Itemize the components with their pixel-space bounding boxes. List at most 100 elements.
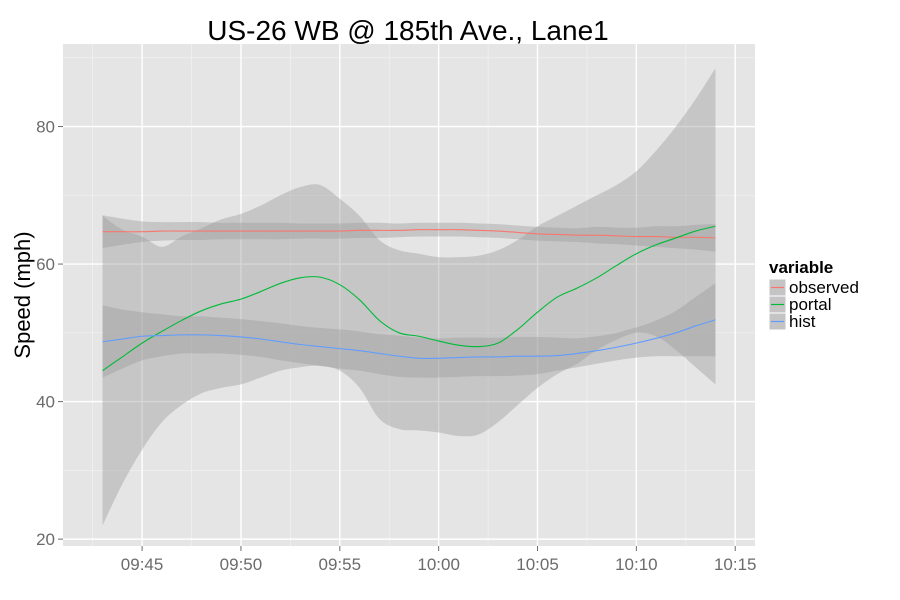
data-point-hist: [181, 334, 182, 335]
data-point-observed: [616, 235, 617, 236]
data-point-observed: [122, 231, 123, 232]
plot-panel: [63, 44, 755, 546]
data-point-hist: [260, 338, 261, 339]
data-point-observed: [478, 230, 479, 231]
confidence-band-hist: [102, 283, 716, 378]
data-point-portal: [379, 320, 380, 321]
data-point-observed: [221, 230, 222, 231]
data-point-observed: [300, 230, 301, 231]
data-point-hist: [596, 350, 597, 351]
data-point-observed: [557, 234, 558, 235]
x-tick-label: 10:15: [714, 555, 757, 574]
data-point-observed: [418, 229, 419, 230]
data-point-hist: [557, 355, 558, 356]
data-point-portal: [221, 303, 222, 304]
data-point-hist: [399, 356, 400, 357]
data-point-hist: [478, 356, 479, 357]
y-tick-label: 60: [36, 255, 55, 274]
data-point-portal: [280, 283, 281, 284]
data-point-portal: [300, 277, 301, 278]
data-point-hist: [240, 336, 241, 337]
data-point-portal: [260, 291, 261, 292]
data-point-portal: [497, 343, 498, 344]
x-tick-label: 09:45: [121, 555, 164, 574]
data-point-hist: [359, 350, 360, 351]
data-point-observed: [517, 232, 518, 233]
data-point-hist: [576, 353, 577, 354]
data-point-hist: [300, 344, 301, 345]
data-point-observed: [319, 230, 320, 231]
data-point-hist: [161, 335, 162, 336]
data-point-portal: [596, 277, 597, 278]
data-point-observed: [695, 237, 696, 238]
data-point-hist: [221, 335, 222, 336]
x-tick-label: 09:55: [319, 555, 362, 574]
data-point-observed: [656, 236, 657, 237]
data-point-hist: [636, 343, 637, 344]
data-point-hist: [319, 346, 320, 347]
data-point-observed: [141, 231, 142, 232]
data-point-hist: [141, 336, 142, 337]
data-point-portal: [240, 299, 241, 300]
data-point-hist: [517, 356, 518, 357]
confidence-band-portal: [102, 68, 716, 526]
grid-layer: [63, 44, 755, 546]
data-point-portal: [161, 331, 162, 332]
x-tick-label: 10:10: [615, 555, 658, 574]
data-point-portal: [517, 329, 518, 330]
x-tick-label: 10:00: [417, 555, 460, 574]
line-layer: [102, 225, 716, 372]
data-point-portal: [359, 299, 360, 300]
data-point-portal: [122, 356, 123, 357]
data-point-portal: [695, 230, 696, 231]
y-tick-label: 20: [36, 530, 55, 549]
data-point-observed: [399, 230, 400, 231]
data-point-observed: [537, 233, 538, 234]
data-point-hist: [458, 357, 459, 358]
data-point-observed: [636, 236, 637, 237]
series-line-observed: [102, 229, 716, 239]
chart-title: US-26 WB @ 185th Ave., Lane1: [207, 15, 608, 46]
data-point-observed: [102, 231, 103, 232]
data-point-portal: [399, 332, 400, 333]
data-point-hist: [616, 347, 617, 348]
y-axis-title: Speed (mph): [10, 231, 35, 358]
y-tick-label: 80: [36, 118, 55, 137]
axis-layer: 20 40 60 80 09:45 09:50 09:55 10:00 10:05 10:10 10…: [36, 118, 756, 574]
data-point-portal: [102, 370, 103, 371]
data-point-observed: [161, 230, 162, 231]
data-point-observed: [359, 230, 360, 231]
data-point-observed: [438, 229, 439, 230]
data-point-observed: [260, 230, 261, 231]
ribbon-layer: [102, 68, 716, 526]
data-point-observed: [715, 237, 716, 238]
legend-label-observed: observed: [789, 278, 859, 297]
confidence-band-observed: [102, 215, 716, 252]
data-point-portal: [438, 340, 439, 341]
y-tick-label: 40: [36, 393, 55, 412]
data-point-portal: [181, 320, 182, 321]
data-point-portal: [537, 312, 538, 313]
data-point-portal: [201, 310, 202, 311]
data-point-hist: [438, 358, 439, 359]
x-tick-label: 09:50: [220, 555, 263, 574]
data-point-portal: [319, 277, 320, 278]
data-point-portal: [675, 237, 676, 238]
data-point-hist: [695, 325, 696, 326]
data-point-hist: [675, 332, 676, 333]
data-point-portal: [557, 296, 558, 297]
data-point-hist: [418, 358, 419, 359]
data-point-observed: [201, 230, 202, 231]
data-point-portal: [715, 226, 716, 227]
series-line-hist: [102, 319, 716, 359]
data-point-portal: [458, 345, 459, 346]
data-point-hist: [102, 341, 103, 342]
data-point-observed: [379, 230, 380, 231]
data-point-hist: [122, 338, 123, 339]
data-point-hist: [201, 334, 202, 335]
x-tick-label: 10:05: [516, 555, 559, 574]
legend-title: variable: [769, 258, 833, 277]
